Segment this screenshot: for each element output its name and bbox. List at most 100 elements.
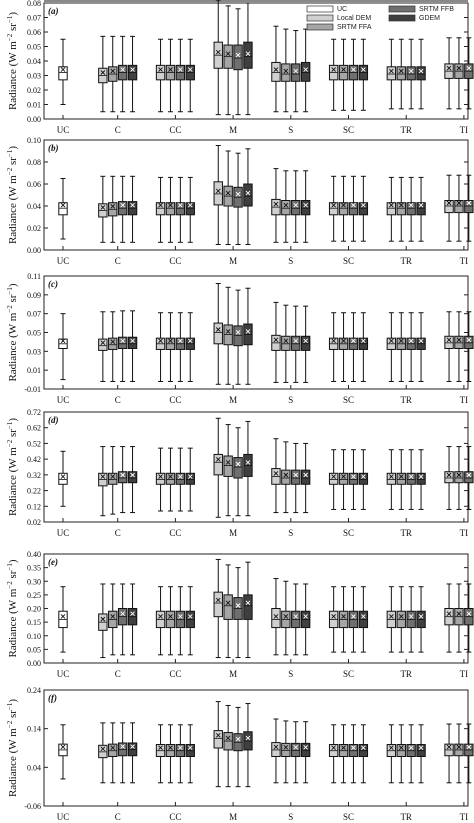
- box-CC-2: [165, 724, 176, 784]
- y-axis-label-part: Radiance (W m: [7, 175, 19, 244]
- box-TI-1: [444, 37, 454, 110]
- x-category-label: SC: [343, 812, 354, 822]
- box-CC-3: [175, 312, 186, 382]
- x-category-label: TI: [460, 256, 469, 266]
- y-tick-label: -0.06: [24, 802, 41, 811]
- mean-marker: [273, 744, 279, 750]
- x-category-label: CC: [169, 669, 181, 679]
- y-tick-label: 0.62: [27, 424, 41, 433]
- mean-marker: [187, 614, 193, 619]
- box-TR-4: [416, 176, 426, 242]
- box-SC-3: [348, 586, 359, 653]
- y-tick-label: 0.11: [27, 272, 41, 281]
- box-iqr: [58, 472, 68, 485]
- box-iqr: [281, 63, 291, 82]
- mean-marker: [283, 68, 289, 74]
- y-tick-label: 0.30: [27, 577, 41, 586]
- mean-marker: [158, 614, 163, 619]
- y-tick-label: 0.01: [27, 101, 41, 110]
- box-CC-2: [165, 38, 176, 113]
- y-axis-label: Radiance (W m−2 sr−1): [6, 146, 19, 244]
- y-axis-label-part: −2: [6, 581, 14, 589]
- box-iqr: [444, 200, 454, 214]
- mean-marker: [293, 68, 299, 74]
- x-category-label: TR: [400, 125, 412, 135]
- box-iqr: [291, 335, 301, 351]
- y-tick-label: 0.52: [27, 439, 41, 448]
- y-axis-label-part: −2: [6, 439, 14, 447]
- y-tick-label: 0.42: [27, 455, 41, 464]
- mean-marker: [120, 472, 125, 478]
- box-TI-1: [444, 174, 454, 242]
- mean-marker: [187, 338, 193, 344]
- mean-marker: [341, 614, 346, 619]
- box-C-3: [117, 310, 128, 382]
- mean-marker: [225, 51, 231, 56]
- x-category-label: TR: [400, 395, 412, 405]
- box-S-2: [281, 28, 291, 113]
- legend-swatch: [306, 14, 334, 22]
- x-category-label: UC: [57, 812, 70, 822]
- box-TR-2: [396, 38, 406, 110]
- y-tick-label: 0.35: [27, 564, 41, 573]
- mean-marker: [408, 202, 414, 208]
- x-category-label: S: [288, 812, 293, 822]
- x-category-label: TI: [460, 669, 469, 679]
- y-tick-label: 0.12: [27, 502, 41, 511]
- mean-marker: [158, 474, 163, 479]
- box-iqr: [444, 335, 454, 350]
- y-axis-label-part: Radiance (W m: [7, 447, 19, 516]
- y-tick-label: 0.00: [27, 659, 41, 668]
- y-tick-label: 0.22: [27, 487, 41, 496]
- box-S-2: [281, 441, 291, 514]
- mean-marker: [351, 614, 356, 619]
- x-category-label: SC: [343, 256, 354, 266]
- mean-marker: [168, 67, 173, 72]
- mean-marker: [187, 202, 193, 208]
- mean-marker: [100, 340, 106, 346]
- mean-marker: [351, 67, 356, 72]
- mean-marker: [215, 188, 221, 194]
- x-category-label: S: [288, 256, 293, 266]
- box-S-2: [281, 304, 291, 383]
- x-category-label: CC: [169, 395, 181, 405]
- mean-marker: [120, 338, 125, 344]
- box-iqr: [328, 202, 339, 216]
- box-iqr: [348, 472, 359, 485]
- y-axis-label-part: ): [7, 418, 19, 422]
- y-axis-label-part: −1: [6, 702, 14, 710]
- mean-marker: [351, 474, 356, 479]
- y-tick-label: 0.03: [27, 347, 41, 356]
- x-category-label: TR: [400, 256, 412, 266]
- legend-label: Local DEM: [337, 15, 371, 22]
- box-iqr: [454, 335, 464, 350]
- box-CC-4: [185, 447, 195, 512]
- box-S-4: [300, 721, 311, 784]
- box-S-3: [291, 305, 301, 383]
- panel-label: (b): [48, 143, 59, 153]
- box-C-1: [98, 583, 108, 659]
- box-S-3: [291, 721, 301, 784]
- box-iqr: [117, 471, 128, 484]
- y-tick-label: 0.04: [27, 202, 41, 211]
- mean-marker: [168, 614, 173, 619]
- box-C-1: [98, 446, 108, 517]
- mean-marker: [215, 49, 221, 55]
- y-axis-label: Radiance (W m−2 sr−1): [6, 12, 19, 110]
- plot-frame: [43, 411, 469, 523]
- box-C-4: [127, 722, 138, 784]
- box-iqr: [185, 472, 195, 485]
- legend-item: Local DEM: [306, 14, 371, 22]
- legend-item: SRTM FFA: [306, 23, 372, 31]
- box-CC-1: [155, 38, 166, 113]
- y-tick-label: 0.72: [27, 408, 41, 417]
- x-category-label: M: [229, 395, 237, 405]
- mean-marker: [418, 338, 424, 344]
- box-iqr: [396, 66, 406, 81]
- box-CC-3: [175, 724, 186, 784]
- x-category-label: S: [288, 669, 293, 679]
- box-CC-4: [185, 176, 195, 243]
- mean-marker: [273, 471, 279, 476]
- plot-frame: [43, 139, 469, 251]
- box-TI-3: [464, 583, 474, 653]
